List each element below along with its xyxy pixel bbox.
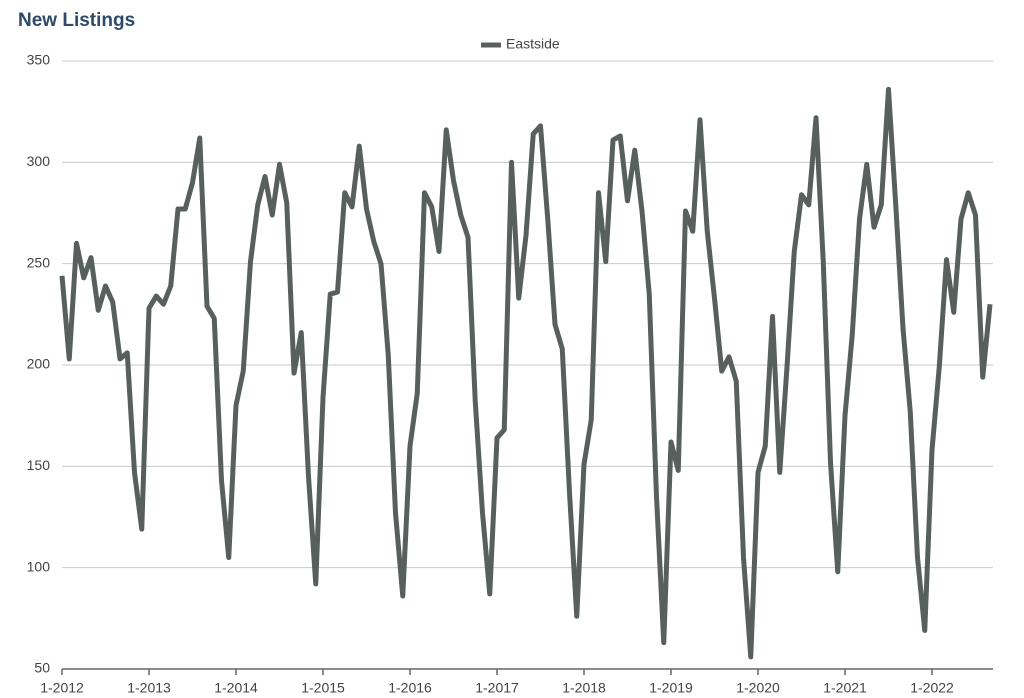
y-tick-label: 350 [27, 52, 51, 68]
legend-label: Eastside [506, 36, 560, 52]
y-tick-label: 250 [27, 254, 51, 270]
x-tick-label: 1-2015 [301, 680, 345, 696]
x-tick-label: 1-2020 [736, 680, 780, 696]
x-tick-label: 1-2012 [40, 680, 84, 696]
x-tick-label: 1-2021 [823, 680, 867, 696]
x-tick-label: 1-2016 [388, 680, 432, 696]
x-tick-label: 1-2017 [475, 680, 519, 696]
chart-title: New Listings [18, 10, 135, 31]
x-tick-label: 1-2022 [910, 680, 954, 696]
x-tick-label: 1-2014 [214, 680, 258, 696]
y-tick-label: 100 [27, 558, 51, 574]
line [59, 86, 993, 660]
y-tick-label: 150 [27, 457, 51, 473]
y-tick-label: 50 [34, 660, 50, 676]
x-tick-label: 1-2013 [127, 680, 171, 696]
x-tick-label: 1-2018 [562, 680, 606, 696]
y-tick-label: 300 [27, 153, 51, 169]
x-tick-label: 1-2019 [649, 680, 693, 696]
y-tick-label: 200 [27, 356, 51, 372]
